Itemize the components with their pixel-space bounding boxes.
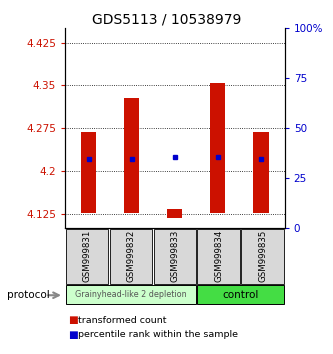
Text: transformed count: transformed count [78, 316, 167, 325]
Text: GSM999833: GSM999833 [170, 230, 179, 282]
Bar [241, 229, 284, 284]
Text: Grainyhead-like 2 depletion: Grainyhead-like 2 depletion [75, 290, 187, 299]
Bar [154, 229, 196, 284]
Text: GSM999835: GSM999835 [258, 230, 267, 282]
Bar [197, 229, 240, 284]
Text: percentile rank within the sample: percentile rank within the sample [78, 330, 238, 339]
Bar [210, 82, 225, 213]
Text: GSM999834: GSM999834 [214, 230, 223, 282]
Text: GSM999832: GSM999832 [126, 230, 136, 282]
Bar [197, 285, 284, 304]
Bar [253, 132, 268, 213]
Text: GDS5113 / 10538979: GDS5113 / 10538979 [92, 12, 241, 27]
Text: control: control [222, 290, 259, 300]
Bar [167, 210, 182, 218]
Text: GSM999831: GSM999831 [82, 230, 92, 282]
Bar [81, 132, 96, 213]
Bar [66, 285, 196, 304]
Text: ■: ■ [68, 315, 78, 325]
Bar [110, 229, 152, 284]
Bar [66, 229, 108, 284]
Text: ■: ■ [68, 330, 78, 339]
Text: protocol: protocol [7, 290, 49, 300]
Bar [124, 98, 139, 213]
